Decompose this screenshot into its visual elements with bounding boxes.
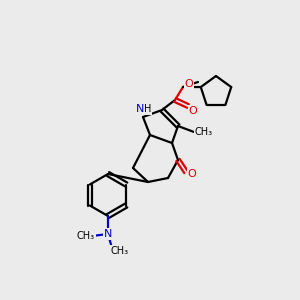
Text: N: N [104, 229, 112, 239]
Text: CH₃: CH₃ [111, 246, 129, 256]
Text: H: H [144, 104, 152, 114]
Text: O: O [189, 106, 197, 116]
Text: O: O [184, 79, 194, 89]
Text: CH₃: CH₃ [77, 231, 95, 241]
Text: O: O [188, 169, 196, 179]
Text: CH₃: CH₃ [195, 127, 213, 137]
Text: N: N [136, 104, 144, 114]
